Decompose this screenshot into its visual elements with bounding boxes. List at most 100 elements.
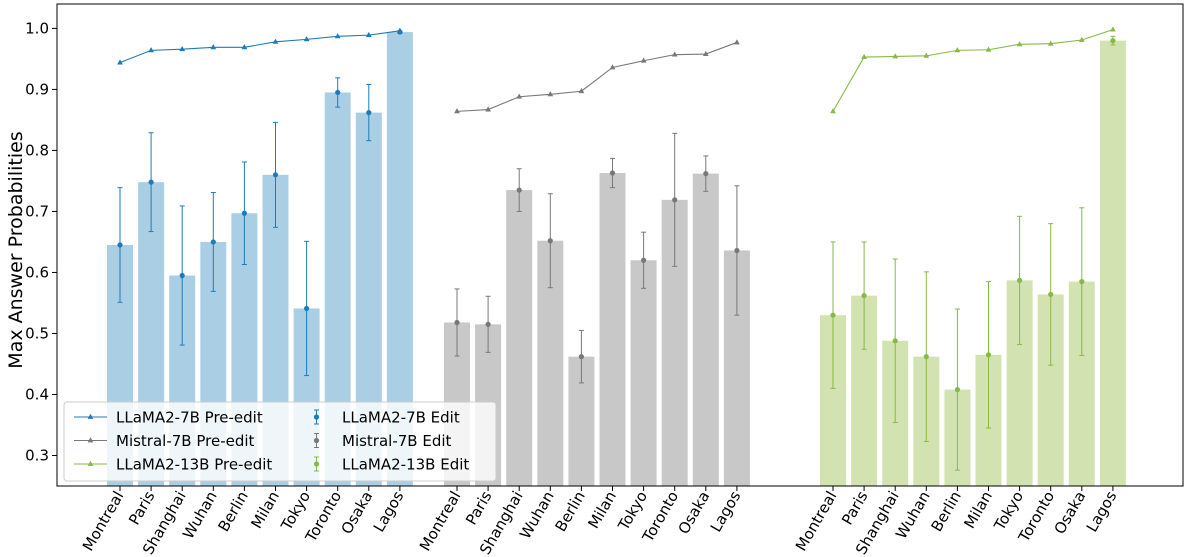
- y-tick-label-3: 0.6: [25, 263, 49, 281]
- pre-edit-marker-llama2-13b-montreal: [830, 108, 836, 114]
- bar-mistral-7b-milan: [599, 173, 626, 486]
- x-tick-label-mistral-7b-montreal: Montreal: [416, 488, 465, 554]
- pre-edit-marker-mistral-7b-toronto: [671, 51, 678, 57]
- edit-point-mistral-7b-montreal: [454, 319, 460, 326]
- legend: LLaMA2-7B Pre-edit LLaMA2-7B Edit Mistral-…: [63, 401, 497, 482]
- pre-edit-marker-llama2-7b-berlin: [241, 44, 248, 50]
- x-tick-label-llama2-7b-montreal: Montreal: [79, 488, 128, 554]
- x-tick-label-llama2-7b-lagos: Lagos: [370, 488, 408, 535]
- x-tick-label-llama2-13b-osaka: Osaka: [1050, 488, 1089, 537]
- pre-edit-marker-llama2-13b-osaka: [1078, 36, 1085, 42]
- pre-edit-line-llama2-7b: [119, 30, 400, 64]
- pre-edit-marker-llama2-13b-toronto: [1047, 40, 1054, 46]
- pre-edit-marker-llama2-13b-lagos: [1110, 26, 1116, 32]
- pre-edit-marker-llama2-7b-montreal: [117, 59, 123, 65]
- bar-mistral-7b-osaka: [692, 173, 719, 487]
- y-tick-label-4: 0.7: [25, 202, 49, 220]
- pre-edit-line-mistral-7b: [456, 41, 738, 112]
- pre-edit-marker-llama2-7b-wuhan: [210, 44, 217, 50]
- legend-box: [63, 401, 497, 482]
- edit-point-mistral-7b-lagos: [734, 247, 740, 254]
- pre-edit-marker-mistral-7b-osaka: [702, 50, 709, 56]
- pre-edit-marker-mistral-7b-paris: [485, 106, 491, 112]
- y-tick-label-7: 1.0: [25, 19, 49, 37]
- y-tick-label-2: 0.5: [25, 324, 49, 342]
- edit-point-llama2-7b-milan: [272, 172, 279, 178]
- pre-edit-lines-layer: [117, 26, 1116, 114]
- x-tick-label-llama2-7b-osaka: Osaka: [337, 488, 376, 537]
- edit-point-llama2-13b-toronto: [1048, 291, 1054, 298]
- x-tick-label-mistral-7b-berlin: Berlin: [552, 488, 589, 535]
- edit-point-llama2-7b-montreal: [117, 242, 123, 248]
- pre-edit-marker-llama2-7b-lagos: [397, 27, 403, 33]
- x-tick-label-mistral-7b-osaka: Osaka: [674, 488, 713, 537]
- legend-label-0: LLaMA2-7B Pre-edit: [116, 409, 263, 427]
- legend-swatch-point-1: [313, 414, 320, 420]
- plot-frame: [56, 3, 1184, 487]
- x-axis: MontrealParisShanghaiWuhanBerlinMilanTok…: [79, 486, 1121, 557]
- x-tick-label-llama2-13b-montreal: Montreal: [792, 488, 841, 554]
- y-tick-label-0: 0.3: [25, 446, 49, 464]
- bar-mistral-7b-tokyo: [630, 260, 657, 486]
- edit-point-mistral-7b-berlin: [578, 354, 585, 360]
- pre-edit-marker-mistral-7b-shanghai: [516, 93, 523, 99]
- pre-edit-marker-llama2-13b-shanghai: [892, 53, 899, 59]
- y-tick-label-1: 0.4: [25, 385, 49, 403]
- pre-edit-marker-llama2-13b-wuhan: [923, 52, 930, 58]
- pre-edit-marker-mistral-7b-tokyo: [640, 57, 647, 63]
- legend-swatch-marker-0: [87, 413, 94, 419]
- y-tick-label-5: 0.8: [25, 141, 49, 159]
- pre-edit-marker-llama2-7b-paris: [148, 47, 154, 53]
- legend-label-2: Mistral-7B Pre-edit: [116, 432, 255, 450]
- edit-point-mistral-7b-milan: [609, 170, 616, 176]
- pre-edit-marker-llama2-13b-paris: [861, 53, 867, 60]
- pre-edit-marker-mistral-7b-berlin: [578, 88, 585, 94]
- edit-point-mistral-7b-osaka: [703, 171, 709, 177]
- edit-point-mistral-7b-paris: [485, 321, 491, 327]
- pre-edit-marker-llama2-13b-berlin: [954, 47, 961, 53]
- edit-point-mistral-7b-shanghai: [516, 187, 522, 193]
- edit-point-llama2-7b-toronto: [335, 89, 341, 96]
- x-tick-label-llama2-13b-berlin: Berlin: [928, 488, 965, 535]
- bar-llama2-13b-lagos: [1099, 40, 1126, 486]
- x-tick-label-llama2-13b-lagos: Lagos: [1083, 488, 1121, 535]
- edit-point-mistral-7b-tokyo: [641, 257, 647, 263]
- legend-swatch-point-5: [313, 461, 320, 467]
- edit-point-llama2-13b-lagos: [1110, 38, 1116, 44]
- edit-point-llama2-13b-tokyo: [1017, 277, 1023, 283]
- pre-edit-marker-llama2-7b-osaka: [365, 31, 372, 38]
- x-tick-label-llama2-7b-berlin: Berlin: [215, 488, 252, 535]
- edit-point-llama2-13b-montreal: [830, 312, 836, 318]
- y-axis-label: Max Answer Probabilities: [5, 131, 27, 368]
- edit-point-llama2-13b-wuhan: [923, 354, 929, 360]
- legend-label-1: LLaMA2-7B Edit: [342, 409, 460, 427]
- legend-label-3: Mistral-7B Edit: [342, 432, 452, 450]
- y-tick-label-6: 0.9: [25, 80, 49, 98]
- legend-swatch-marker-2: [87, 437, 94, 443]
- edit-point-llama2-13b-osaka: [1079, 279, 1085, 285]
- pre-edit-marker-mistral-7b-lagos: [734, 39, 740, 45]
- edit-point-llama2-7b-tokyo: [304, 305, 310, 312]
- edit-point-mistral-7b-toronto: [672, 197, 678, 203]
- x-tick-label-mistral-7b-lagos: Lagos: [707, 488, 745, 535]
- pre-edit-marker-llama2-13b-tokyo: [1016, 41, 1023, 47]
- pre-edit-marker-llama2-7b-tokyo: [303, 36, 310, 42]
- pre-edit-marker-llama2-7b-milan: [272, 38, 279, 44]
- edit-point-llama2-7b-wuhan: [210, 239, 216, 245]
- pre-edit-marker-llama2-7b-toronto: [334, 33, 341, 39]
- error-bars-layer: [117, 29, 1116, 471]
- edit-point-llama2-13b-shanghai: [892, 338, 898, 344]
- pre-edit-marker-mistral-7b-wuhan: [547, 91, 554, 97]
- edit-point-llama2-13b-milan: [985, 352, 992, 358]
- edit-point-llama2-7b-berlin: [241, 210, 247, 216]
- pre-edit-line-llama2-13b: [832, 29, 1114, 112]
- pre-edit-marker-mistral-7b-milan: [609, 64, 616, 70]
- pre-edit-marker-llama2-7b-shanghai: [179, 45, 186, 52]
- legend-swatch-point-3: [313, 437, 320, 444]
- edit-point-llama2-13b-berlin: [954, 387, 961, 393]
- legend-label-4: LLaMA2-13B Pre-edit: [116, 456, 272, 474]
- y-axis: 0.3 0.4 0.5 0.6 0.7 0.8 0.9 1.0: [25, 19, 57, 464]
- edit-point-llama2-7b-shanghai: [179, 272, 185, 279]
- edit-point-llama2-7b-paris: [148, 179, 154, 185]
